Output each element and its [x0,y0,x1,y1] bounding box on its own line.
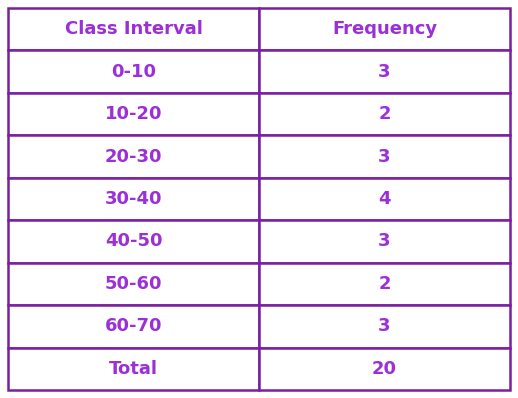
Bar [8,178,259,220]
Text: 0-10: 0-10 [111,62,156,81]
Bar [259,8,510,51]
Text: 4: 4 [378,190,391,208]
Bar [259,305,510,347]
Bar [259,51,510,93]
Bar [259,263,510,305]
Bar [8,220,259,263]
Text: 20: 20 [372,360,397,378]
Bar [259,93,510,135]
Text: Class Interval: Class Interval [65,20,203,38]
Text: 30-40: 30-40 [105,190,162,208]
Text: 20-30: 20-30 [105,148,162,166]
Bar [8,93,259,135]
Bar [8,305,259,347]
Bar [259,178,510,220]
Bar [8,347,259,390]
Text: Frequency: Frequency [332,20,437,38]
Bar [259,347,510,390]
Text: 2: 2 [378,105,391,123]
Bar [8,8,259,51]
Text: Total: Total [109,360,158,378]
Text: 40-50: 40-50 [105,232,162,250]
Text: 3: 3 [378,317,391,336]
Bar [8,135,259,178]
Bar [259,135,510,178]
Text: 2: 2 [378,275,391,293]
Text: 60-70: 60-70 [105,317,162,336]
Text: 10-20: 10-20 [105,105,162,123]
Text: 3: 3 [378,148,391,166]
Text: 3: 3 [378,232,391,250]
Text: 50-60: 50-60 [105,275,162,293]
Bar [8,263,259,305]
Text: 3: 3 [378,62,391,81]
Bar [259,220,510,263]
Bar [8,51,259,93]
